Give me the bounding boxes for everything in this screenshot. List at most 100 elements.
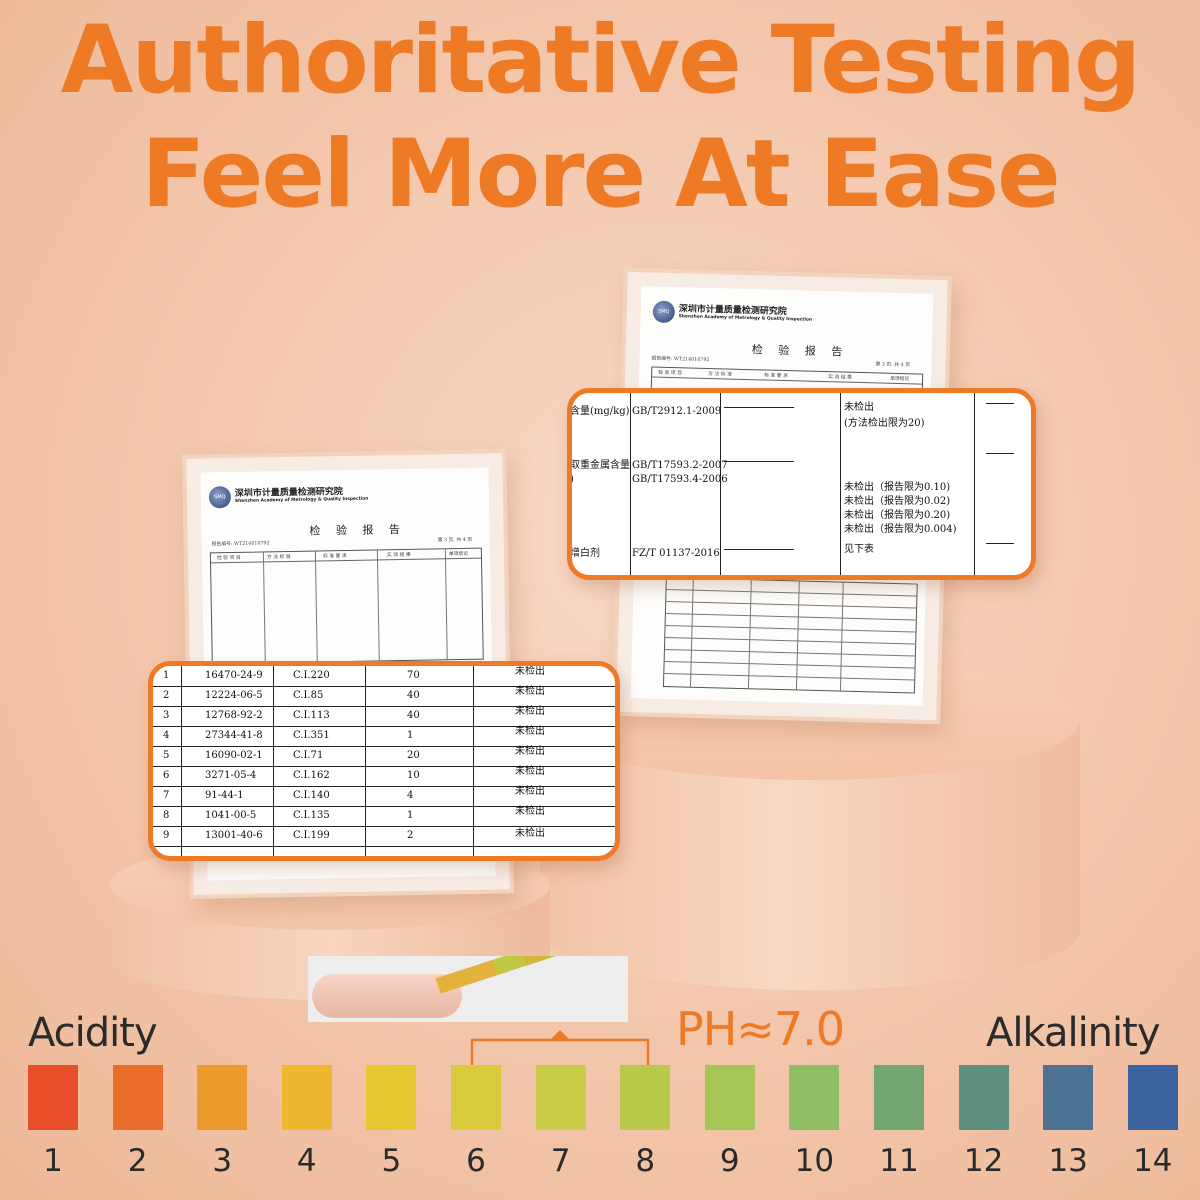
ph-number: 1 [43,1143,63,1179]
ph-number: 7 [550,1143,571,1179]
institute-logo: SMQ [208,486,232,509]
ph-swatch [366,1065,417,1130]
ph-number: 3 [212,1143,233,1179]
row-number: 5 [163,750,170,761]
test-result: 未检出 [515,806,545,817]
table-row: 7 91-44-1 C.I.140 4 未检出 [153,786,615,807]
detection-limit: 40 [407,710,420,721]
ph-swatch [281,1065,332,1130]
test-result: 未检出 [515,726,545,737]
cas-number: 3271-05-4 [205,770,257,781]
test-result: 未检出 [515,706,545,717]
table-row: 3 12768-92-2 C.I.113 40 未检出 [153,706,615,727]
ci-number: C.I.220 [293,670,330,681]
org-name-en: Shenzhen Academy of Metrology & Quality … [234,496,369,504]
test-result: 未检出 [515,766,545,777]
test-result: 未检出 [844,402,874,413]
ph-swatch [112,1065,163,1130]
ph-number: 10 [794,1143,835,1179]
detection-limit: 70 [407,670,420,681]
ph-swatch [789,1065,840,1130]
report-title: 检 验 报 告 [309,522,407,538]
test-result: 未检出 [515,828,545,839]
zoom-callout-heavy-metals: 含量(mg/kg) GB/T2912.1-2009 未检出 (方法检出限为20)… [567,388,1036,580]
ph-swatch [958,1065,1009,1130]
page-info: 第 3 页, 共 4 页 [875,362,910,369]
column-header: 标 准 要 求 [764,373,788,380]
ph-number: 12 [963,1143,1004,1179]
ci-number: C.I.140 [293,790,330,801]
row-number: 9 [163,830,170,841]
ci-number: C.I.351 [293,730,330,741]
ph-number: 4 [296,1143,317,1179]
ph-swatch [1043,1065,1094,1130]
test-item: 含量(mg/kg) [570,406,630,417]
ci-number: C.I.71 [293,750,324,761]
row-number: 8 [163,810,170,821]
column-header: 实 测 结 果 [828,375,852,381]
cas-number: 16470-24-9 [205,670,263,681]
row-number: 3 [163,710,170,721]
ci-number: C.I.199 [293,830,330,841]
test-method: GB/T17593.2-2007 [632,460,728,471]
ph-number: 11 [879,1143,919,1179]
ph-number: 13 [1048,1143,1088,1179]
column-header: 标 准 要 求 [322,554,347,560]
detection-limit: 1 [407,730,414,741]
cas-number: 91-44-1 [205,790,244,801]
test-result: 未检出 [515,686,545,697]
column-header: 方 法 标 准 [708,372,732,378]
headline-line-2: Feel More At Ease [141,120,1061,229]
ph-swatch [535,1065,586,1130]
cas-number: 16090-02-1 [205,750,263,761]
test-method: GB/T2912.1-2009 [632,406,722,417]
report-subtable [662,576,918,694]
cas-number: 1041-00-5 [205,810,257,821]
column-header: 方 法 标 准 [266,554,291,561]
test-result: 未检出 [515,666,545,677]
table-row: 4 27344-41-8 C.I.351 1 未检出 [153,726,615,747]
headline-line-1: Authoritative Testing [60,6,1142,115]
ph-number: 14 [1133,1143,1173,1179]
ph-strip-photo [308,956,628,1022]
ci-number: C.I.113 [293,710,330,721]
column-header: 实 测 结 果 [386,552,411,559]
ph-bracket [470,1030,650,1068]
test-result: 未检出（报告限为0.004) [844,524,957,535]
table-row: 1 16470-24-9 C.I.220 70 未检出 [153,666,615,687]
ph-number: 9 [719,1143,740,1179]
column-header: 单项结论 [890,376,910,383]
detection-limit: 4 [407,790,414,801]
ph-number: 5 [381,1143,402,1179]
ph-swatch [197,1065,248,1130]
ph-number: 6 [466,1143,486,1179]
detection-limit: 1 [407,810,414,821]
detection-limit: 2 [407,830,414,841]
test-method: GB/T17593.4-2006 [632,474,728,485]
page-info: 第 3 页, 共 4 页 [437,537,473,544]
ci-number: C.I.85 [293,690,324,701]
test-result: 见下表 [844,544,874,555]
ph-swatch [874,1065,924,1130]
table-row: 8 1041-00-5 C.I.135 1 未检出 [153,806,615,827]
cas-number: 12224-06-5 [205,690,263,701]
test-result: 未检出（报告限为0.20) [844,510,951,521]
report-number: 报告编号: WT214016792 [211,541,270,548]
ci-number: C.I.162 [293,770,330,781]
row-number: 2 [163,690,170,701]
row-number: 1 [163,670,170,681]
ph-number: 2 [127,1143,148,1179]
zoom-callout-whitening-agent: 1 16470-24-9 C.I.220 70 未检出 2 12224-06-5 C.I.85… [148,661,620,861]
test-result: (方法检出限为20) [844,418,925,429]
detection-limit: 40 [407,690,420,701]
row-number: 4 [163,730,170,741]
column-header: 单项结论 [448,551,469,558]
test-result: 未检出 [515,746,545,757]
ph-value-label: PH≈7.0 [676,1002,845,1056]
cas-number: 27344-41-8 [205,730,263,741]
test-item: 取重金属含量 [570,460,630,471]
report-title: 检 验 报 告 [751,343,849,359]
ph-swatch [704,1065,755,1130]
test-method: FZ/T 01137-2016 [632,548,720,559]
column-header: 检 验 项 目 [216,555,241,562]
